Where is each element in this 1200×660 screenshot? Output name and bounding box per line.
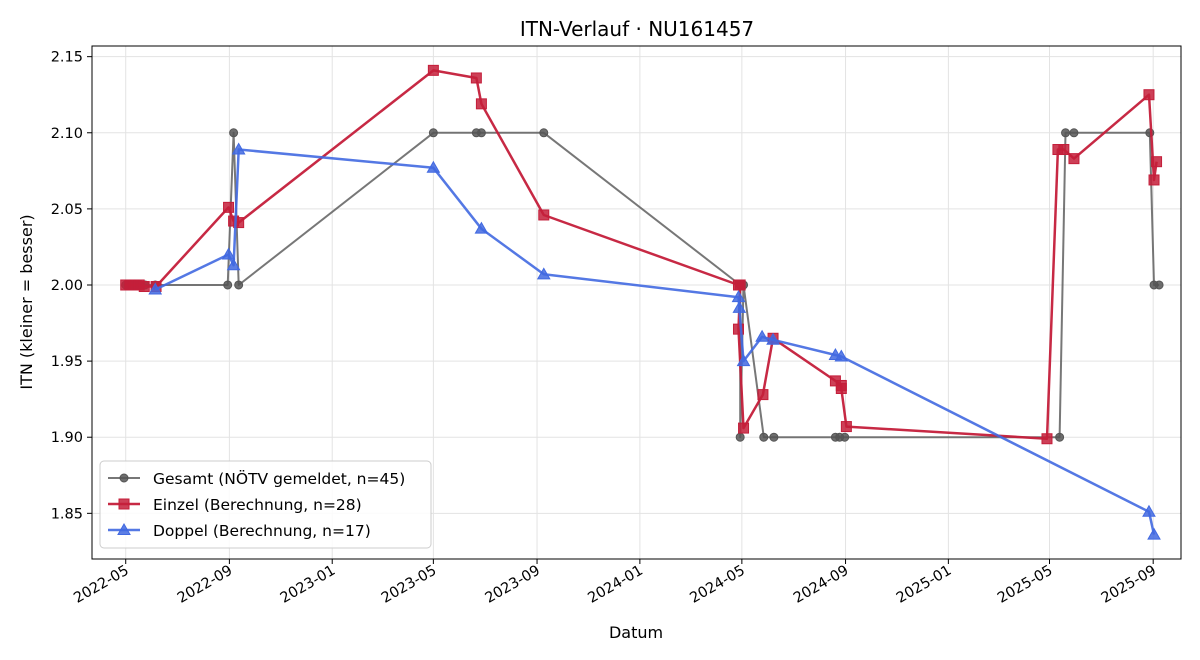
data-point — [755, 329, 769, 342]
data-point — [539, 128, 549, 138]
data-point — [1147, 527, 1161, 540]
chart-title: ITN-Verlauf · NU161457 — [520, 17, 754, 41]
data-point — [148, 282, 163, 295]
y-tick-label: 2.05 — [51, 202, 83, 218]
y-axis: 2.15 2.10 2.05 2.00 1.95 1.90 1.85 — [51, 50, 92, 522]
legend-entry: Gesamt (NÖTV gemeldet, n=45) — [108, 469, 405, 488]
x-tick-label: 2022-05 — [71, 563, 131, 607]
data-point — [221, 247, 236, 260]
data-point — [1151, 156, 1163, 168]
x-tick-label: 2025-01 — [894, 563, 954, 607]
data-point — [1143, 89, 1155, 101]
data-point — [536, 267, 551, 280]
data-point — [1058, 144, 1070, 156]
data-point — [735, 432, 745, 442]
legend-entry: Doppel (Berechnung, n=17) — [108, 522, 371, 540]
x-tick-label: 2022-09 — [175, 563, 235, 607]
y-tick-label: 1.95 — [51, 354, 83, 370]
data-point — [223, 201, 235, 213]
y-tick-label: 2.15 — [51, 50, 83, 66]
legend-marker — [117, 522, 131, 535]
legend-label: Doppel (Berechnung, n=17) — [153, 522, 371, 540]
data-point — [1061, 128, 1071, 138]
x-tick-label: 2025-09 — [1099, 563, 1159, 607]
data-point — [470, 72, 482, 84]
series-3 — [148, 142, 1161, 540]
y-tick-label: 1.85 — [51, 506, 83, 522]
y-tick-label: 1.90 — [51, 430, 83, 446]
data-point — [1148, 174, 1160, 186]
data-point — [1142, 504, 1156, 517]
data-point — [759, 432, 769, 442]
y-axis-title: ITN (kleiner = besser) — [17, 214, 36, 389]
data-point — [226, 258, 241, 271]
legend-marker — [118, 498, 130, 510]
series-line — [125, 69, 1158, 440]
data-point — [476, 128, 486, 138]
data-point — [428, 128, 438, 138]
data-point — [1154, 280, 1164, 290]
data-point — [233, 217, 245, 229]
legend-label: Einzel (Berechnung, n=28) — [153, 496, 362, 514]
data-point — [731, 290, 746, 303]
data-point — [231, 142, 246, 155]
x-tick-label: 2025-05 — [995, 563, 1055, 607]
data-point — [766, 332, 780, 345]
data-point — [835, 383, 847, 395]
data-point — [732, 323, 744, 335]
data-point — [475, 98, 487, 110]
data-point — [757, 389, 769, 401]
legend-marker — [119, 473, 129, 483]
data-point — [834, 349, 849, 362]
legend-label: Gesamt (NÖTV gemeldet, n=45) — [153, 469, 405, 488]
y-tick-label: 2.00 — [51, 278, 83, 294]
data-point — [229, 128, 239, 138]
legend-entry: Einzel (Berechnung, n=28) — [108, 496, 362, 514]
data-point — [538, 209, 550, 221]
data-point — [840, 432, 850, 442]
data-point — [223, 280, 233, 290]
data-point — [1055, 432, 1065, 442]
data-point — [426, 160, 441, 173]
legend: Gesamt (NÖTV gemeldet, n=45) Einzel (Bere… — [99, 460, 432, 549]
data-point — [1069, 128, 1079, 138]
data-point — [427, 64, 439, 76]
data-point — [736, 354, 751, 367]
legend-box — [99, 460, 432, 549]
x-tick-label: 2024-01 — [585, 563, 645, 607]
data-point — [234, 280, 244, 290]
data-point — [769, 432, 779, 442]
data-point — [734, 279, 746, 291]
y-tick-label: 2.10 — [51, 126, 83, 142]
x-axis-title: Datum — [609, 623, 663, 642]
data-point — [732, 300, 747, 313]
data-point — [738, 422, 750, 434]
x-tick-label: 2023-01 — [278, 563, 338, 607]
data-point — [474, 221, 489, 234]
x-tick-label: 2024-05 — [687, 563, 747, 607]
data-point — [1041, 433, 1053, 445]
data-point — [840, 421, 852, 433]
x-tick-label: 2023-05 — [379, 563, 439, 607]
x-tick-label: 2023-09 — [483, 563, 543, 607]
x-axis: 2022-05 2022-09 2023-01 2023-05 2023-09 2024-… — [71, 559, 1159, 607]
series-layer — [120, 64, 1164, 540]
x-tick-label: 2024-09 — [791, 563, 851, 607]
data-point — [138, 281, 150, 293]
plot-frame — [91, 45, 1182, 560]
data-point — [1068, 153, 1080, 165]
